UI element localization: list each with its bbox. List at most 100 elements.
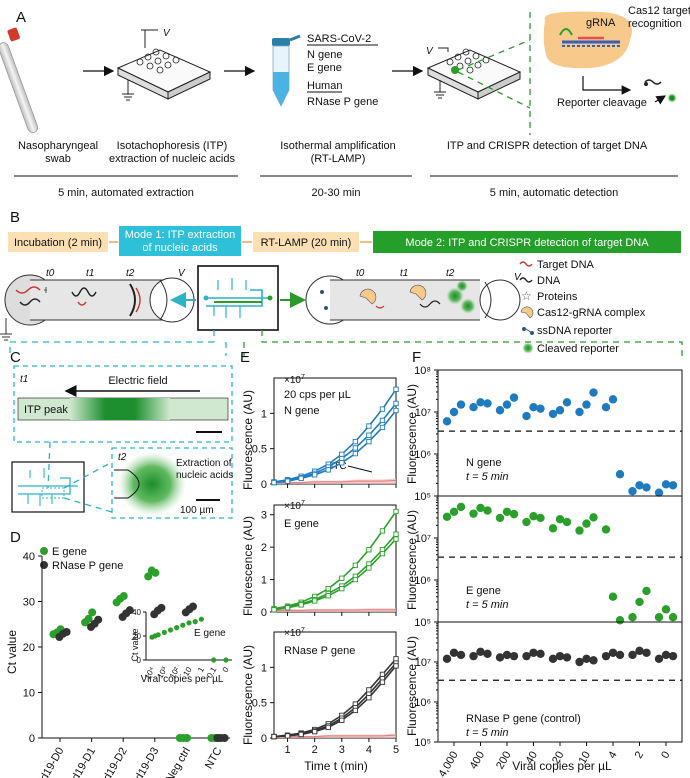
crispr-detection-channel-illustration: t0 t1 t2 V (305, 268, 522, 325)
f-point (575, 657, 584, 667)
e-ytick-label: 1 (261, 575, 267, 587)
d-legend-e-marker (40, 547, 48, 555)
f-point (628, 650, 637, 660)
f-xtick-label: 0 (659, 750, 672, 761)
mode1-box (119, 226, 241, 256)
f-point (509, 509, 519, 519)
voltage-label-2: V (426, 46, 434, 57)
step-swab-1: Nasopharyngeal (18, 140, 98, 152)
e-series-marker (271, 607, 277, 613)
e-xtick-label: 3 (339, 744, 345, 756)
c-zoom-line-2 (63, 497, 113, 513)
f-xtick-label: 20 (550, 750, 567, 767)
e-ytick-label: 1 (261, 408, 267, 420)
panel-c: C t1 Electric field ITP peak t2 Extracti… (10, 349, 233, 519)
f-point (635, 646, 644, 656)
e-series-marker (393, 656, 399, 662)
legend-proteins: Proteins (537, 291, 578, 303)
step-lamp-1: Isothermal amplification (280, 140, 396, 152)
f-point (469, 403, 478, 412)
f-xtick-label: 200 (494, 750, 514, 772)
f-point (635, 597, 644, 607)
d-point (88, 608, 97, 617)
itp-chip-illustration: V (116, 28, 212, 101)
f-point (502, 507, 512, 517)
f-ytick-label: 10⁵ (414, 491, 431, 503)
e-series-marker (352, 445, 358, 451)
f-point (582, 654, 591, 664)
panel-e-letter: E (240, 349, 250, 366)
e-series-marker (352, 438, 358, 445)
e-series-marker (339, 586, 345, 592)
e-series-marker (284, 605, 291, 611)
time-detection: 5 min, automatic detection (490, 187, 618, 199)
d-legend-rnasep-marker (40, 561, 48, 569)
f-point (654, 488, 664, 497)
inset-xtick-label: 0 (221, 665, 231, 674)
e-series-marker (366, 565, 372, 571)
e-series-marker (284, 733, 291, 739)
e-series-marker (339, 455, 345, 462)
f-ytick-label: 10⁷ (415, 407, 431, 419)
f-point (483, 506, 492, 515)
e-series-marker (393, 508, 399, 515)
f-point (661, 480, 671, 489)
d-legend-rnasep: RNase P gene (52, 560, 123, 572)
reporter-cleavage-label: Reporter cleavage (557, 97, 647, 109)
e-scale-2: ×107 (284, 500, 305, 512)
cas12-title-1: Cas12 target (628, 5, 690, 17)
f-xtick-label: 400 (468, 750, 488, 772)
e-ytick-label: 0 (261, 479, 267, 491)
panel-b-letter: B (10, 209, 20, 226)
f-ytick-label: 10⁵ (414, 737, 431, 749)
b-t2-left: t2 (126, 268, 135, 279)
time-lamp: 20-30 min (312, 187, 361, 199)
e-series-marker (352, 707, 358, 714)
legend-cas12: Cas12-gRNA complex (537, 307, 646, 319)
e-series-marker (339, 451, 345, 457)
e-series-marker (379, 406, 386, 412)
e-series-line (273, 410, 397, 484)
f-point (456, 502, 466, 512)
d-inset-ylabel: Ct value (130, 628, 140, 661)
f-point (642, 586, 651, 596)
f-point (476, 647, 485, 656)
cas12-icon (520, 306, 534, 319)
e-ytick-label: 0.5 (252, 444, 267, 456)
e-gene-n: N gene (284, 405, 319, 417)
f-point (589, 656, 598, 665)
inset-point (155, 632, 161, 638)
d-ylabel: Ct value (5, 630, 19, 674)
d-inset-chart: Ct value Viral copies per µL E gene 0 20 4… (130, 608, 232, 685)
e-series-marker (366, 423, 372, 429)
e-gene-e: E gene (284, 518, 319, 530)
f-point (654, 613, 664, 622)
d-xtick-label: Covid19-D1 (59, 746, 98, 778)
d-ytick-label: 40 (23, 551, 35, 563)
mode1-line-1: Mode 1: ITP extraction (125, 229, 235, 241)
panel-d-letter: D (10, 529, 21, 546)
e-ylabel-1: Fluorescence (AU) (241, 390, 255, 490)
e-series-line (273, 662, 397, 738)
d-chart: 010203040Covid19-D0Covid19-D1Covid19-D2C… (23, 551, 230, 778)
target-dna-icon (519, 261, 533, 267)
e-series-marker (298, 475, 304, 481)
f-point (668, 613, 678, 622)
f-point (575, 407, 584, 417)
itp-extraction-channel-illustration: t0 t1 t2 V (0, 268, 195, 341)
e-ntc-line (274, 609, 396, 611)
f-point (661, 650, 671, 660)
e-series-marker (325, 467, 331, 473)
f-point (608, 395, 618, 404)
f-ylabel-2: Fluorescence (AU) (405, 510, 419, 610)
zoom-line-ef (261, 330, 683, 356)
f-ylabel-1: Fluorescence (AU) (405, 384, 419, 484)
f-point (442, 417, 452, 426)
panel-a: A V SAR (0, 5, 690, 199)
b-t0-left: t0 (46, 268, 55, 279)
f-point (522, 651, 531, 661)
e-xtick-label: 5 (393, 744, 399, 756)
e-series-marker (366, 438, 372, 445)
panel-b: B Incubation (2 min) Mode 1: ITP extract… (0, 209, 683, 356)
